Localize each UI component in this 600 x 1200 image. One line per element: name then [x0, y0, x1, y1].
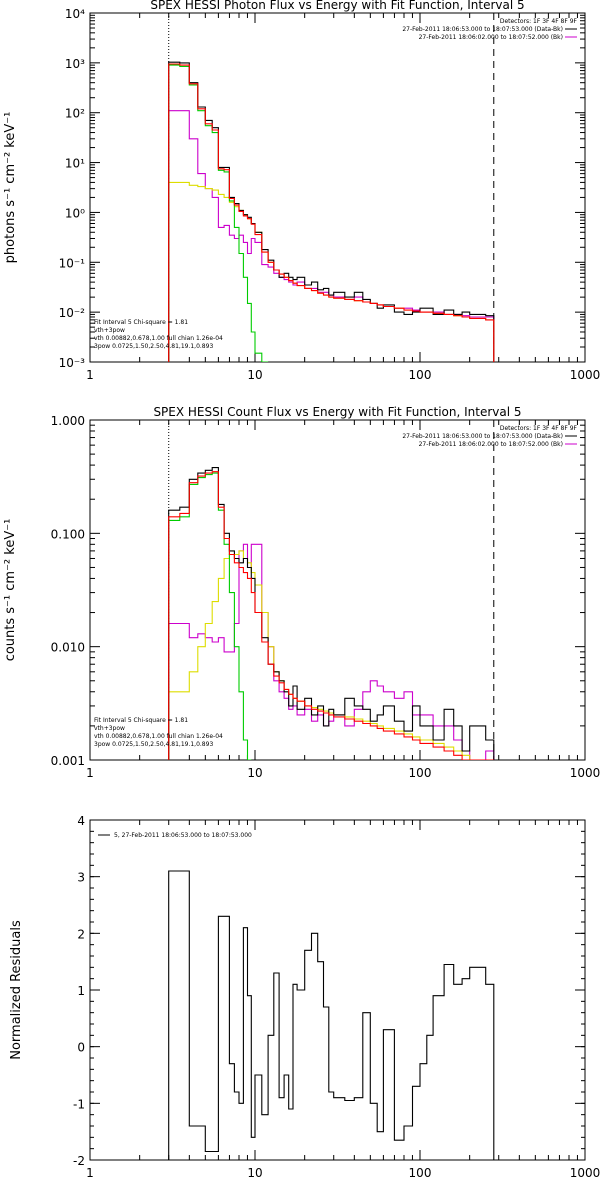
- y-tick-label: 0.001: [51, 754, 85, 768]
- plot-frame: [89, 819, 586, 1161]
- x-tick-label: 100: [409, 1166, 432, 1180]
- legend-bottom-header: Fit Interval 5 Chi-square = 1.81: [94, 717, 188, 724]
- y-tick-label: 4: [77, 814, 85, 828]
- x-tick-label: 1: [86, 1166, 94, 1180]
- legend-bottom-entry: 3pow 0.0725,1.50,2.50,4.81,19.1,0.893: [94, 741, 213, 748]
- y-tick-label: -2: [73, 1154, 85, 1168]
- y-tick-label: -1: [73, 1097, 85, 1111]
- y-tick-label: 0: [77, 1041, 85, 1055]
- x-tick-label: 1: [86, 368, 94, 382]
- series-group: [168, 61, 495, 362]
- fit-markers: [168, 420, 495, 760]
- legend-top-entry: 27-Feb-2011 18:06:02.000 to 18:07:52.000…: [419, 34, 563, 41]
- legend-bottom-entry: vth 0.00882,0.678,1.00 full chian 1.26e-…: [94, 733, 223, 740]
- series-background: [168, 110, 495, 362]
- y-tick-label: 10⁻³: [59, 356, 86, 370]
- x-tick-label: 1000: [570, 766, 600, 780]
- plot-3: Normalized Residuals 1 10 100 1000 -2 -1 0 1 2 3 4 5…: [9, 814, 600, 1180]
- x-tick-label: 100: [409, 368, 432, 382]
- legend-top-header: Detectors: 1F 3F 4F 8F 9F: [500, 425, 578, 432]
- y-axis-label: Normalized Residuals: [9, 920, 24, 1060]
- series-residuals: [168, 870, 495, 1160]
- plot-title: SPEX HESSI Count Flux vs Energy with Fit…: [153, 405, 521, 419]
- series-background: [168, 543, 495, 760]
- plot-frame: [89, 419, 586, 761]
- legend-bottom-entry: vth+3pow: [94, 725, 125, 732]
- series-group: [168, 870, 495, 1160]
- x-tick-label: 1000: [570, 368, 600, 382]
- series-total: [168, 471, 494, 760]
- x-tick-label: 10: [247, 368, 262, 382]
- legend-bottom-header: Fit Interval 5 Chi-square = 1.81: [94, 319, 188, 326]
- y-tick-label: 0.100: [51, 527, 85, 541]
- y-tick-label: 1.000: [51, 414, 85, 428]
- y-tick-label: 10⁰: [65, 206, 85, 220]
- x-tick-label: 100: [409, 766, 432, 780]
- legend-top-entry: 27-Feb-2011 18:06:53.000 to 18:07:53.000…: [402, 433, 563, 440]
- x-tick-label: 1000: [570, 1166, 600, 1180]
- plot-2: SPEX HESSI Count Flux vs Energy with Fit…: [3, 405, 600, 780]
- plot-1: SPEX HESSI Photon Flux vs Energy with Fi…: [3, 0, 600, 382]
- y-tick-label: 10¹: [65, 157, 85, 171]
- y-tick-label: 0.010: [51, 641, 85, 655]
- legend-bottom-entry: vth+3pow: [94, 327, 125, 334]
- x-tick-label: 1: [86, 766, 94, 780]
- y-axis-label: counts s⁻¹ cm⁻² keV⁻¹: [3, 519, 18, 662]
- y-tick-label: 1: [77, 984, 85, 998]
- y-tick-label: 10²: [65, 107, 85, 121]
- y-tick-label: 10⁻²: [59, 306, 86, 320]
- series-observed: [168, 467, 495, 760]
- y-tick-label: 10⁻¹: [59, 256, 86, 270]
- legend-top-entry: 27-Feb-2011 18:06:53.000 to 18:07:53.000…: [402, 26, 563, 33]
- legend-bottom-entry: vth 0.00882,0.678,1.00 full chian 1.26e-…: [94, 335, 223, 342]
- x-tick-label: 10: [247, 766, 262, 780]
- series-observed: [168, 61, 495, 362]
- series-total: [168, 63, 495, 362]
- y-tick-label: 10³: [65, 57, 85, 71]
- series-group: [168, 467, 495, 760]
- y-tick-label: 3: [77, 871, 85, 885]
- legend-top-entry: 5, 27-Feb-2011 18:06:53.000 to 18:07:53.…: [114, 832, 252, 839]
- plot-frame: [89, 12, 586, 363]
- legend-top-header: Detectors: 1F 3F 4F 8F 9F: [500, 18, 578, 25]
- plot-title: SPEX HESSI Photon Flux vs Energy with Fi…: [150, 0, 524, 12]
- series-nonthermal: [168, 550, 494, 760]
- x-tick-label: 10: [247, 1166, 262, 1180]
- y-tick-label: 2: [77, 927, 85, 941]
- y-axis-label: photons s⁻¹ cm⁻² keV⁻¹: [3, 112, 18, 264]
- legend-top-entry: 27-Feb-2011 18:06:02.000 to 18:07:52.000…: [419, 441, 563, 448]
- y-tick-label: 10⁴: [65, 7, 85, 21]
- legend-bottom-entry: 3pow 0.0725,1.50,2.50,4.81,19.1,0.893: [94, 343, 213, 350]
